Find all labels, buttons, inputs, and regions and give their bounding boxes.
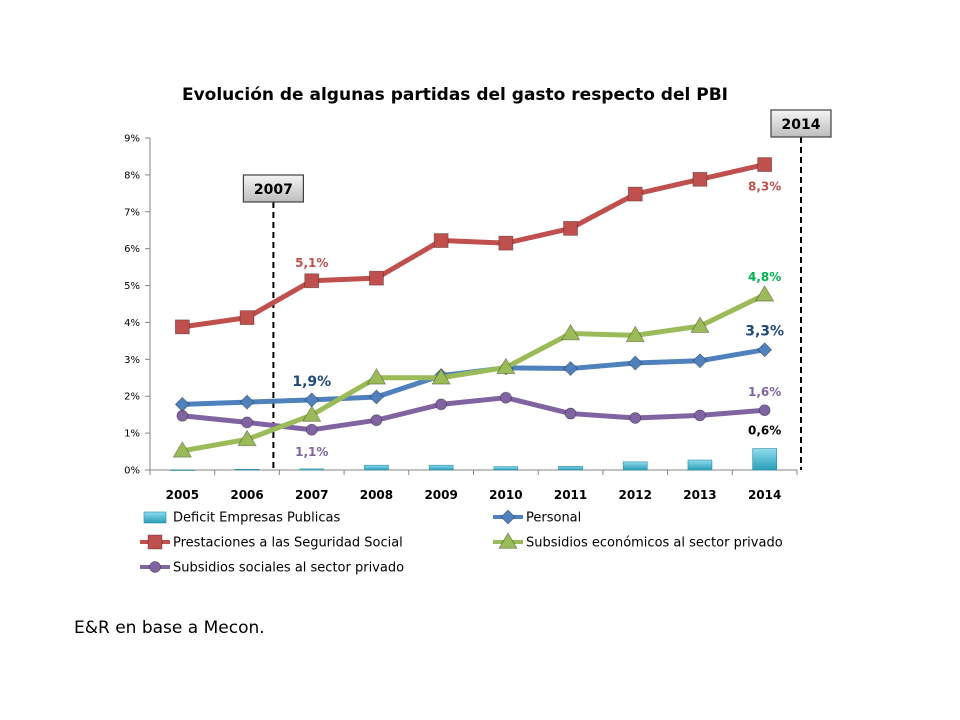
point-subsidios_sociales [305, 423, 318, 436]
y-tick-label: 1% [124, 429, 140, 440]
point-prestaciones [757, 157, 773, 172]
bar-deficit [364, 464, 389, 471]
data-label: 1,9% [292, 374, 331, 390]
bar-deficit [687, 459, 713, 471]
y-tick-label: 8% [124, 170, 140, 181]
marker-label-2014: 2014 [782, 117, 821, 133]
chart-title: Evolución de algunas partidas del gasto … [182, 85, 728, 105]
point-prestaciones [239, 310, 255, 326]
legend-label-deficit: Deficit Empresas Publicas [173, 511, 340, 526]
point-subsidios_economicos [172, 441, 193, 458]
point-subsidios_economicos [366, 367, 387, 385]
point-personal [368, 389, 385, 405]
y-tick-label: 9% [124, 134, 140, 145]
data-label: 1,6% [748, 385, 781, 399]
point-subsidios_economicos [237, 429, 257, 447]
point-subsidios_economicos [496, 357, 516, 375]
line-subsidios_economicos [179, 292, 768, 454]
legend-label-subsidios_sociales: Subsidios sociales al sector privado [173, 561, 404, 576]
legend-swatch-deficit [143, 511, 167, 524]
point-prestaciones [627, 186, 643, 202]
x-tick-label: 2011 [554, 488, 587, 502]
x-tick-label: 2008 [360, 488, 393, 502]
point-personal [692, 353, 708, 369]
point-personal [304, 392, 320, 408]
point-subsidios_sociales [176, 409, 189, 422]
data-label: 4,8% [748, 270, 781, 284]
bar-deficit [558, 466, 583, 471]
point-personal [174, 396, 190, 412]
legend-marker-prestaciones [147, 534, 163, 550]
point-subsidios_economicos [302, 405, 322, 422]
x-tick-label: 2007 [295, 488, 328, 502]
bar-deficit [752, 448, 777, 471]
x-tick-label: 2010 [489, 488, 522, 502]
y-tick-label: 7% [124, 207, 140, 218]
marker-box-2007 [242, 174, 304, 203]
y-tick-label: 2% [124, 392, 140, 403]
point-subsidios_sociales [241, 416, 253, 429]
x-tick-label: 2014 [748, 488, 781, 502]
legend-label-personal: Personal [526, 511, 581, 526]
legend-marker-subsidios_sociales [149, 561, 161, 573]
point-prestaciones [433, 233, 449, 248]
data-label: 5,1% [295, 256, 328, 270]
x-tick-label: 2006 [230, 488, 263, 502]
data-label: 1,1% [295, 445, 328, 459]
line-prestaciones [179, 162, 768, 330]
bar-deficit [622, 461, 648, 471]
point-prestaciones [304, 273, 320, 289]
y-tick-label: 3% [124, 355, 140, 366]
marker-label-2007: 2007 [254, 182, 293, 198]
point-subsidios_economicos [625, 325, 645, 343]
bar-deficit [299, 468, 325, 471]
y-tick-label: 6% [124, 244, 140, 255]
bar-deficit [428, 464, 454, 471]
bar-deficit [493, 466, 519, 471]
point-subsidios_sociales [629, 412, 642, 424]
point-personal [562, 360, 579, 377]
point-subsidios_sociales [435, 398, 448, 411]
data-label: 3,3% [745, 324, 784, 340]
point-prestaciones [369, 270, 384, 286]
point-subsidios_economicos [560, 323, 581, 341]
y-tick-label: 4% [124, 318, 140, 329]
point-personal [757, 342, 773, 358]
legend-marker-subsidios_economicos [498, 532, 518, 549]
legend-label-prestaciones: Prestaciones a las Seguridad Social [173, 536, 403, 551]
point-subsidios_sociales [758, 404, 771, 417]
source-note: E&R en base a Mecon. [74, 618, 265, 638]
data-label: 0,6% [748, 424, 781, 438]
x-tick-label: 2012 [619, 488, 652, 502]
point-subsidios_sociales [694, 409, 706, 422]
point-prestaciones [498, 235, 514, 251]
point-subsidios_economicos [690, 316, 710, 333]
data-label: 8,3% [748, 180, 781, 194]
point-subsidios_economicos [754, 284, 775, 302]
y-tick-label: 0% [124, 466, 140, 477]
point-personal [627, 355, 643, 371]
point-personal [239, 394, 255, 410]
point-subsidios_economicos [431, 367, 451, 385]
point-prestaciones [692, 171, 708, 187]
y-tick-label: 5% [124, 281, 140, 292]
point-subsidios_sociales [564, 407, 577, 420]
legend-label-subsidios_economicos: Subsidios económicos al sector privado [526, 536, 783, 551]
x-tick-label: 2005 [166, 488, 199, 502]
point-prestaciones [174, 319, 190, 335]
point-subsidios_sociales [499, 391, 512, 404]
bar-deficit [170, 469, 195, 471]
bar-deficit [234, 468, 260, 471]
line-personal [179, 347, 768, 407]
x-tick-label: 2009 [424, 488, 457, 502]
legend-marker-personal [500, 509, 516, 525]
x-tick-label: 2013 [683, 488, 716, 502]
point-subsidios_sociales [370, 414, 383, 427]
marker-box-2014 [770, 109, 832, 138]
point-prestaciones [563, 220, 578, 236]
